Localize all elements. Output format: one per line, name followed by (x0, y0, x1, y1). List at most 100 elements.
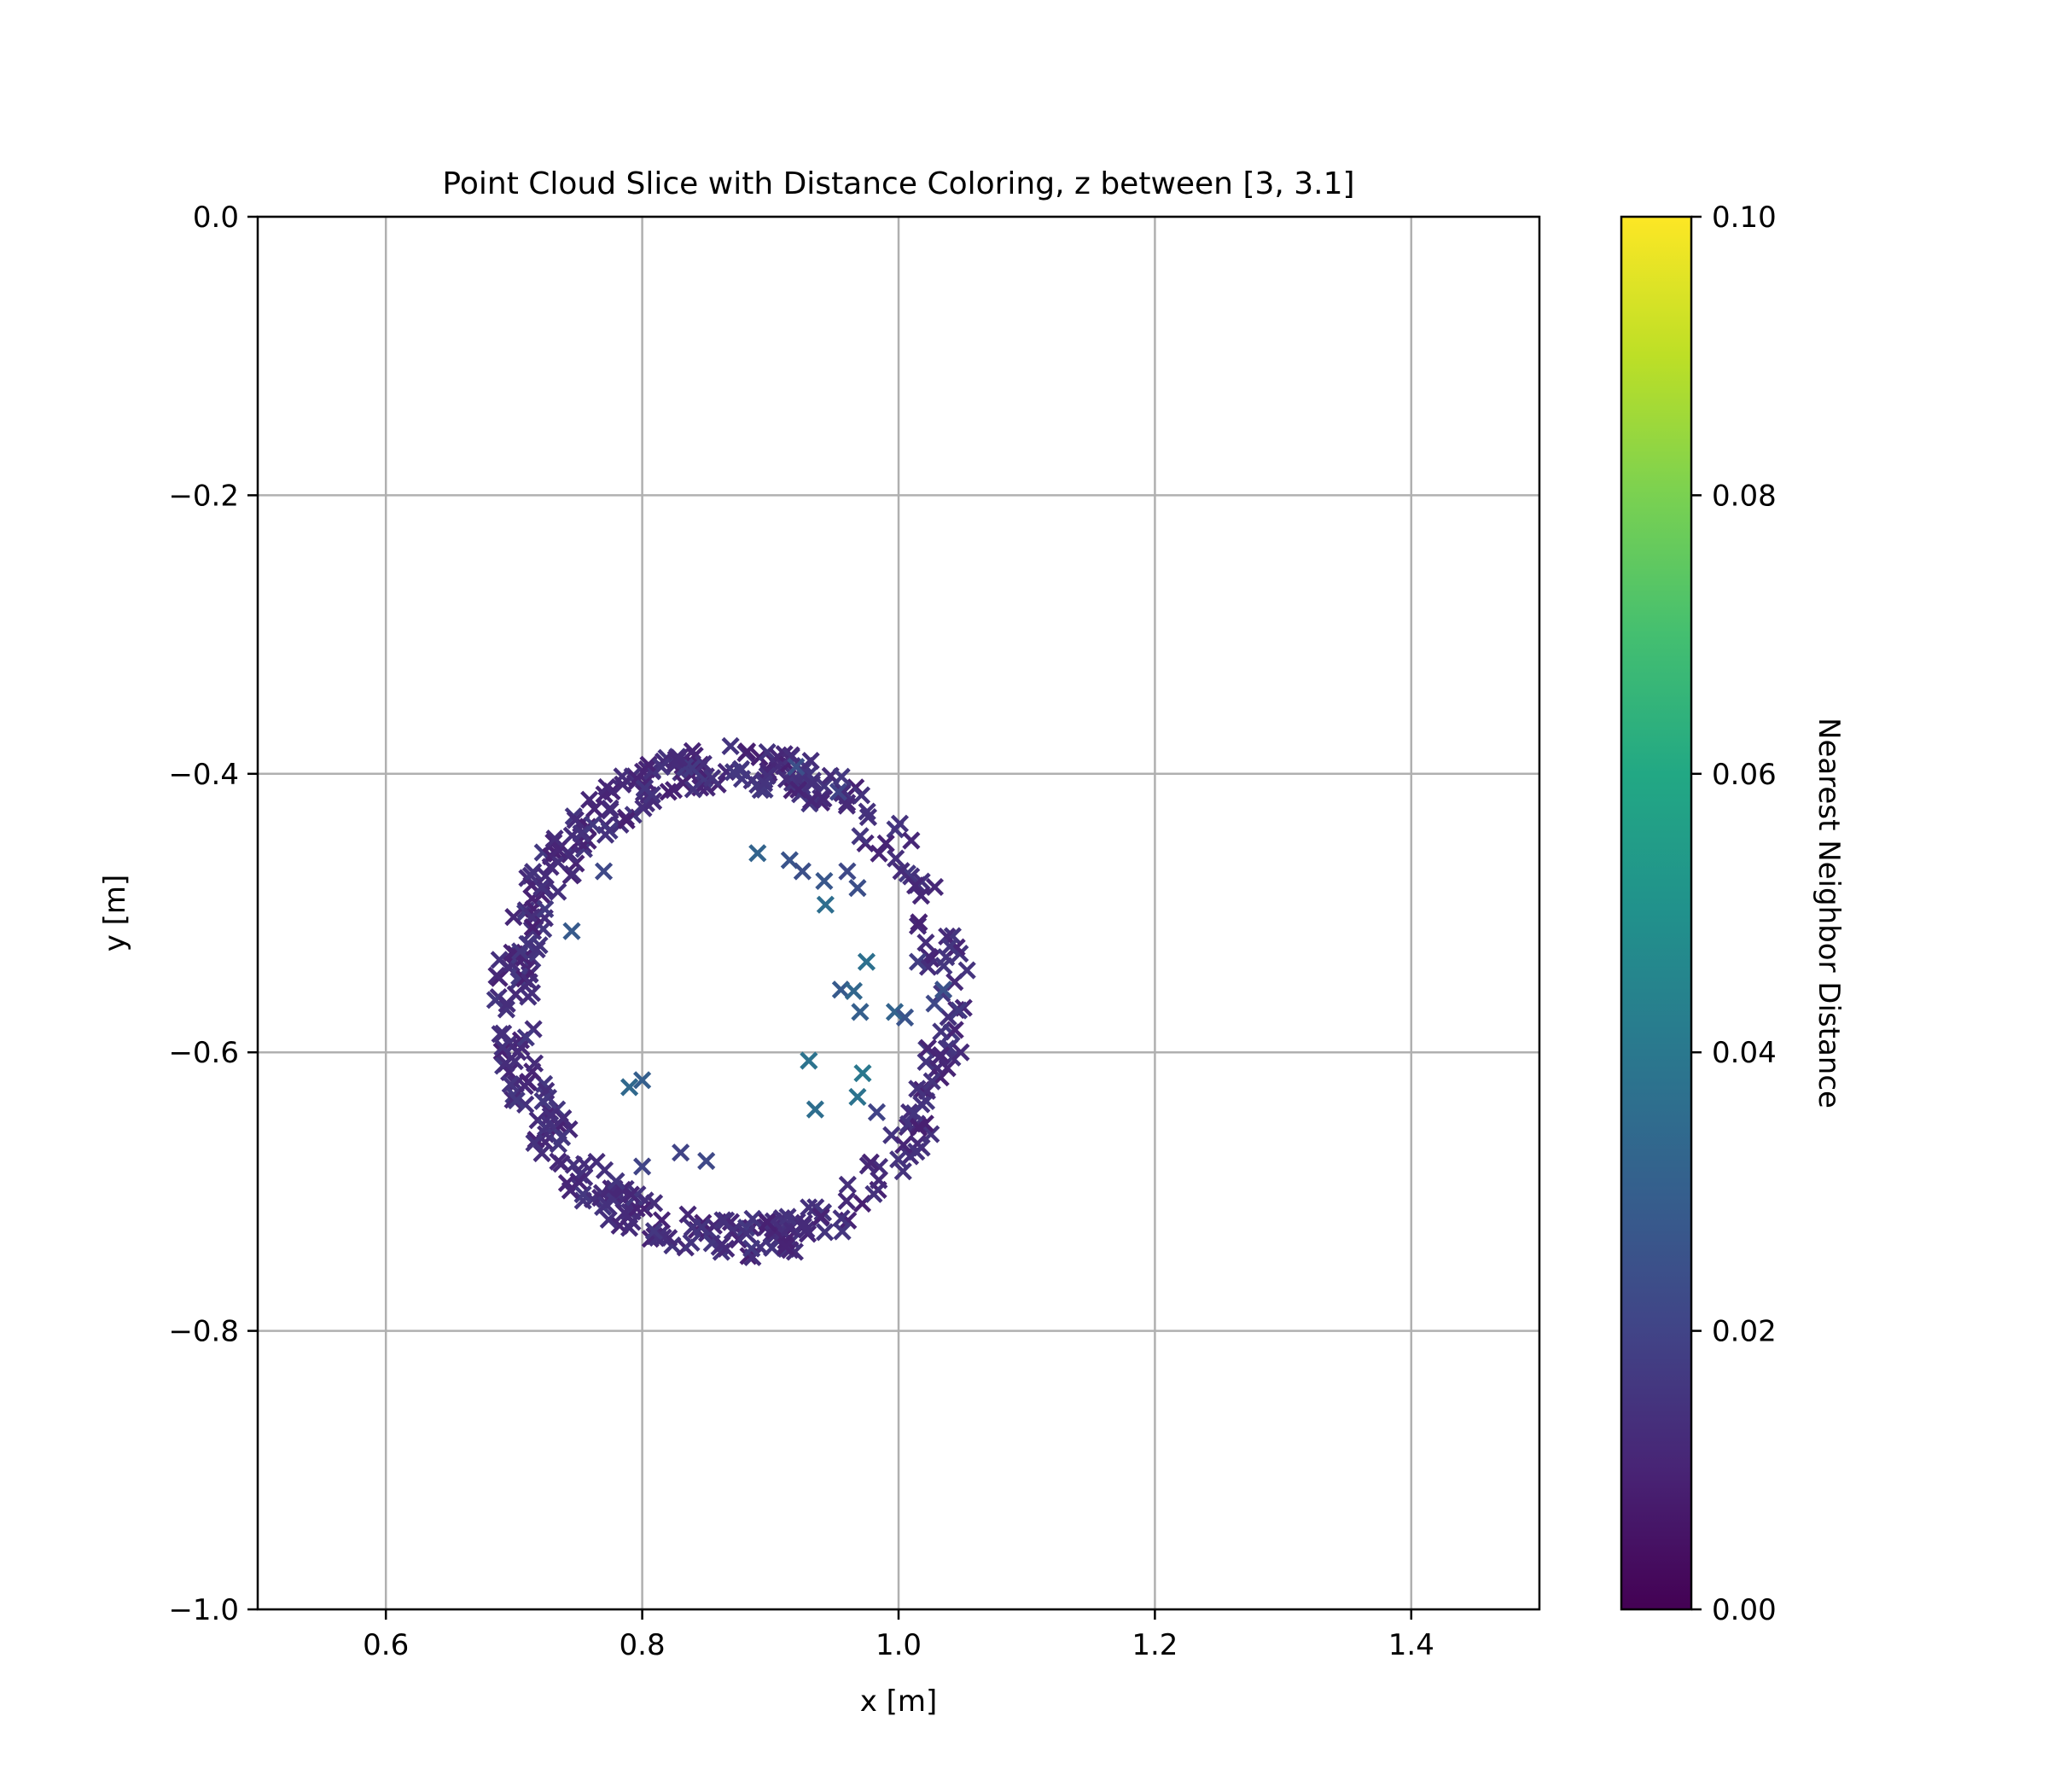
scatter-point (597, 777, 616, 797)
scatter-point (851, 1003, 870, 1021)
y-tick-label: 0.0 (193, 201, 239, 235)
scatter-point (905, 1103, 923, 1123)
scatter-point (848, 879, 867, 898)
scatter-point (532, 878, 551, 897)
scatter-point (777, 1237, 795, 1256)
y-axis: 0.0 −0.2 −0.4 −0.6 −0.8 −1.0 (168, 201, 258, 1627)
scatter-point (890, 814, 910, 833)
scatter-point (858, 807, 878, 827)
scatter-point (536, 866, 555, 886)
scatter-point (492, 1042, 511, 1061)
scatter-point (523, 922, 543, 940)
y-axis-label: y [m] (98, 875, 132, 952)
scatter-point (694, 754, 713, 773)
x-tick-label: 1.2 (1132, 1628, 1178, 1662)
colorbar-tick-label: 0.02 (1712, 1315, 1777, 1349)
scatter-point (515, 1077, 534, 1096)
scatter-point (562, 922, 581, 940)
scatter-point (902, 831, 921, 850)
scatter-point (634, 799, 653, 817)
scatter-point (857, 952, 876, 971)
scatter-point (815, 871, 834, 891)
scatter-point (583, 815, 602, 834)
colorbar (1620, 215, 1693, 1611)
scatter-point (853, 1064, 872, 1083)
scatter-point (787, 758, 806, 777)
scatter-point (829, 783, 847, 801)
scatter-point (893, 1162, 912, 1181)
scatter-point (692, 1218, 712, 1236)
scatter-point (545, 829, 564, 848)
colorbar-ticks: 0.00 0.02 0.04 0.06 0.08 0.10 (1691, 201, 1777, 1627)
scatter-point (833, 1222, 852, 1241)
scatter-point (654, 1228, 672, 1247)
scatter-point (907, 1143, 926, 1161)
colorbar-tick-label: 0.06 (1712, 758, 1777, 792)
scatter-point (870, 844, 888, 863)
scatter-point (713, 1235, 731, 1254)
y-tick-label: −1.0 (168, 1593, 239, 1627)
scatter-point (800, 1198, 818, 1217)
data-points (486, 736, 976, 1266)
scatter-point (758, 742, 777, 762)
scatter-point (782, 747, 800, 766)
scatter-point (497, 1054, 515, 1073)
x-tick-label: 1.4 (1388, 1628, 1434, 1662)
scatter-point (633, 1157, 652, 1176)
scatter-point (837, 796, 856, 815)
scatter-point (702, 769, 722, 788)
scatter-point (852, 786, 871, 805)
scatter-point (887, 849, 905, 868)
scatter-point (652, 758, 671, 777)
scatter-point (801, 791, 821, 810)
scatter-point (713, 1211, 732, 1230)
scatter-point (848, 1087, 867, 1107)
scatter-point (916, 934, 935, 952)
scatter-point (601, 799, 620, 817)
colorbar-tick-label: 0.04 (1712, 1036, 1777, 1070)
scatter-point (561, 1181, 579, 1200)
colorbar-tick-label: 0.08 (1712, 479, 1777, 513)
scatter-point (754, 774, 774, 793)
scatter-point (945, 1021, 964, 1039)
scatter-point (858, 802, 876, 821)
scatter-point (889, 1150, 908, 1169)
scatter-point (895, 1008, 915, 1027)
scatter-point (549, 1152, 567, 1171)
scatter-point (851, 827, 870, 846)
scatter-point (510, 967, 529, 986)
scatter-point (717, 1211, 736, 1230)
scatter-point (816, 895, 835, 914)
scatter-point (620, 1078, 639, 1097)
scatter-point (501, 1074, 520, 1094)
scatter-point (934, 980, 953, 999)
scatter-point (486, 991, 504, 1009)
scatter-point (607, 1172, 625, 1190)
scatter-point (494, 1024, 513, 1043)
scatter-point (524, 863, 543, 881)
chart-title: Point Cloud Slice with Distance Coloring… (442, 166, 1354, 201)
scatter-point (837, 1191, 856, 1210)
scatter-point (585, 800, 604, 818)
scatter-point (894, 1136, 913, 1155)
scatter-point (800, 1051, 818, 1070)
scatter-point (802, 775, 821, 794)
scatter-point (724, 763, 743, 782)
scatter-point (951, 1043, 970, 1062)
scatter-point (922, 1072, 941, 1091)
scatter-point (870, 1171, 888, 1190)
scatter-point (797, 1220, 816, 1239)
scatter-point (885, 1003, 905, 1021)
scatter-point (525, 1054, 544, 1073)
scatter-point (610, 1216, 629, 1235)
scatter-point (778, 1207, 797, 1226)
scatter-point (815, 1223, 835, 1242)
scatter-point (536, 899, 555, 918)
scatter-point (838, 1175, 857, 1194)
scatter-point (516, 1095, 535, 1114)
scatter-point (670, 748, 689, 767)
scatter-point (580, 790, 599, 809)
scatter-point (596, 1196, 615, 1214)
y-tick-label: −0.2 (168, 479, 239, 513)
